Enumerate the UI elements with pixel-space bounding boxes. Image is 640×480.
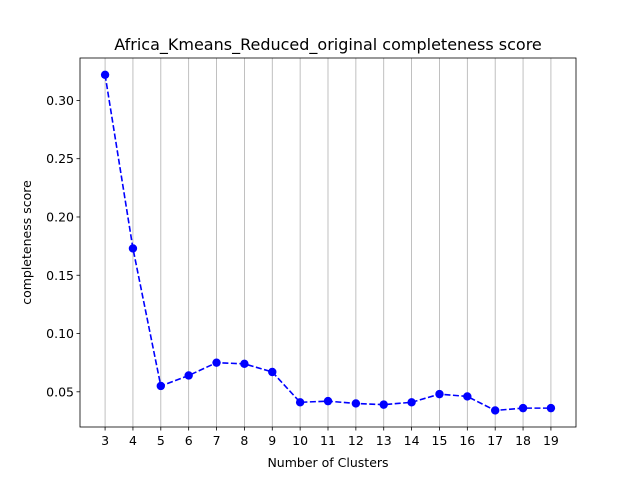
x-tick-label: 7	[213, 433, 221, 448]
y-tick-label: 0.15	[46, 268, 74, 283]
y-tick-label: 0.30	[46, 93, 74, 108]
data-point	[268, 367, 277, 377]
x-tick-label: 11	[320, 433, 336, 448]
data-point	[435, 389, 444, 399]
y-axis: 0.05 0.10 0.15 0.20 0.25 0.30	[46, 93, 80, 399]
y-tick-label: 0.05	[46, 384, 74, 399]
x-tick-label: 12	[348, 433, 364, 448]
x-tick-label: 10	[292, 433, 308, 448]
x-tick-label: 15	[432, 433, 448, 448]
data-point	[295, 398, 305, 407]
data-point	[100, 70, 110, 79]
x-tick-label: 4	[129, 433, 137, 448]
x-axis: 3 4 5 6 7 8 9 10 11 12 13 14 15 16 17 18 19	[101, 427, 559, 448]
x-tick-label: 18	[515, 433, 531, 448]
x-gridlines	[104, 58, 552, 427]
x-tick-label: 3	[101, 433, 109, 448]
x-tick-label: 8	[240, 433, 248, 448]
data-point	[128, 244, 138, 253]
y-tick-label: 0.10	[46, 326, 74, 341]
data-point	[546, 403, 556, 413]
data-point	[156, 381, 166, 391]
data-point	[463, 392, 472, 401]
data-point	[240, 359, 249, 369]
x-tick-label: 9	[268, 433, 276, 448]
x-tick-label: 17	[487, 433, 503, 448]
data-point	[407, 398, 416, 407]
data-point	[212, 358, 221, 367]
x-tick-label: 16	[459, 433, 475, 448]
data-point	[184, 371, 193, 380]
data-point	[518, 403, 528, 413]
data-point	[379, 400, 388, 409]
chart-title: Africa_Kmeans_Reduced_original completen…	[114, 35, 542, 55]
x-tick-label: 19	[543, 433, 559, 448]
y-tick-label: 0.25	[46, 151, 74, 166]
series-layer	[100, 70, 556, 415]
x-tick-label: 14	[404, 433, 420, 448]
x-tick-label: 6	[185, 433, 193, 448]
data-point	[490, 406, 500, 415]
x-tick-label: 13	[376, 433, 392, 448]
y-axis-label: completeness score	[19, 180, 34, 305]
data-point	[351, 399, 361, 408]
x-tick-label: 5	[157, 433, 165, 448]
y-tick-label: 0.20	[46, 209, 74, 224]
data-point	[323, 396, 333, 406]
x-axis-label: Number of Clusters	[267, 455, 388, 470]
